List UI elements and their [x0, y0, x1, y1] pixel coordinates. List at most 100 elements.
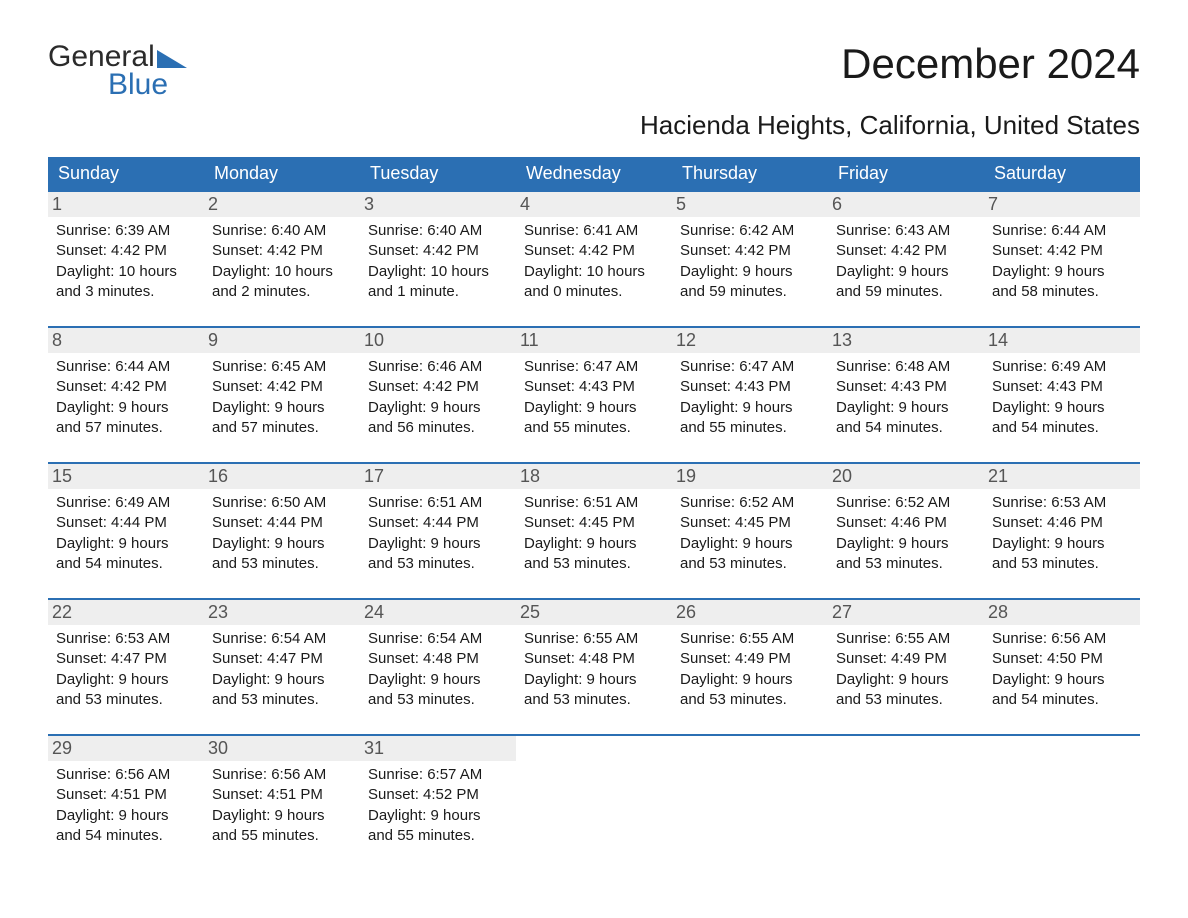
daylight-text: Daylight: 9 hours and 53 minutes. [212, 534, 352, 575]
day-header: Tuesday [360, 157, 516, 190]
day-info: Sunrise: 6:54 AMSunset: 4:48 PMDaylight:… [368, 629, 508, 710]
daylight-text: Daylight: 9 hours and 54 minutes. [992, 398, 1132, 439]
daylight-text: Daylight: 9 hours and 53 minutes. [680, 534, 820, 575]
day-number: 4 [516, 192, 672, 217]
day-number: 14 [984, 328, 1140, 353]
day-cell: 8Sunrise: 6:44 AMSunset: 4:42 PMDaylight… [48, 328, 204, 450]
sunrise-text: Sunrise: 6:40 AM [212, 221, 352, 241]
sunset-text: Sunset: 4:50 PM [992, 649, 1132, 669]
sunset-text: Sunset: 4:42 PM [836, 241, 976, 261]
day-cell: 19Sunrise: 6:52 AMSunset: 4:45 PMDayligh… [672, 464, 828, 586]
sunrise-text: Sunrise: 6:52 AM [836, 493, 976, 513]
sunrise-text: Sunrise: 6:53 AM [56, 629, 196, 649]
day-number: 10 [360, 328, 516, 353]
day-cell [984, 736, 1140, 858]
month-title: December 2024 [841, 40, 1140, 88]
sunrise-text: Sunrise: 6:51 AM [368, 493, 508, 513]
day-number: 18 [516, 464, 672, 489]
day-info: Sunrise: 6:52 AMSunset: 4:46 PMDaylight:… [836, 493, 976, 574]
sunrise-text: Sunrise: 6:54 AM [212, 629, 352, 649]
day-cell: 22 Sunrise: 6:53 AMSunset: 4:47 PMDayligh… [48, 600, 204, 722]
day-number: 28 [984, 600, 1140, 625]
day-cell: 30Sunrise: 6:56 AMSunset: 4:51 PMDayligh… [204, 736, 360, 858]
daylight-text: Daylight: 9 hours and 55 minutes. [368, 806, 508, 847]
day-info: Sunrise: 6:53 AMSunset: 4:46 PMDaylight:… [992, 493, 1132, 574]
empty-day [672, 736, 828, 760]
sunset-text: Sunset: 4:47 PM [56, 649, 196, 669]
sunset-text: Sunset: 4:44 PM [368, 513, 508, 533]
sunrise-text: Sunrise: 6:51 AM [524, 493, 664, 513]
day-header-row: SundayMondayTuesdayWednesdayThursdayFrid… [48, 157, 1140, 190]
daylight-text: Daylight: 9 hours and 53 minutes. [836, 534, 976, 575]
day-cell: 17Sunrise: 6:51 AMSunset: 4:44 PMDayligh… [360, 464, 516, 586]
sunset-text: Sunset: 4:43 PM [992, 377, 1132, 397]
sunrise-text: Sunrise: 6:52 AM [680, 493, 820, 513]
day-header: Monday [204, 157, 360, 190]
sunrise-text: Sunrise: 6:55 AM [836, 629, 976, 649]
sunset-text: Sunset: 4:46 PM [992, 513, 1132, 533]
day-info: Sunrise: 6:50 AMSunset: 4:44 PMDaylight:… [212, 493, 352, 574]
sunrise-text: Sunrise: 6:40 AM [368, 221, 508, 241]
sunset-text: Sunset: 4:47 PM [212, 649, 352, 669]
day-number: 22 [48, 600, 204, 625]
day-cell: 15 Sunrise: 6:49 AMSunset: 4:44 PMDayligh… [48, 464, 204, 586]
sunset-text: Sunset: 4:45 PM [680, 513, 820, 533]
daylight-text: Daylight: 9 hours and 53 minutes. [56, 670, 196, 711]
sunset-text: Sunset: 4:42 PM [368, 241, 508, 261]
sunset-text: Sunset: 4:48 PM [368, 649, 508, 669]
day-number: 15 [48, 464, 204, 489]
day-info: Sunrise: 6:48 AMSunset: 4:43 PMDaylight:… [836, 357, 976, 438]
sunset-text: Sunset: 4:44 PM [56, 513, 196, 533]
sunset-text: Sunset: 4:42 PM [56, 377, 196, 397]
day-cell: 1Sunrise: 6:39 AMSunset: 4:42 PMDaylight… [48, 192, 204, 314]
sunrise-text: Sunrise: 6:49 AM [992, 357, 1132, 377]
sunset-text: Sunset: 4:48 PM [524, 649, 664, 669]
sunrise-text: Sunrise: 6:50 AM [212, 493, 352, 513]
day-number: 27 [828, 600, 984, 625]
day-number: 1 [48, 192, 204, 217]
sunset-text: Sunset: 4:42 PM [368, 377, 508, 397]
day-cell: 18Sunrise: 6:51 AMSunset: 4:45 PMDayligh… [516, 464, 672, 586]
day-cell: 16Sunrise: 6:50 AMSunset: 4:44 PMDayligh… [204, 464, 360, 586]
day-info: Sunrise: 6:49 AMSunset: 4:44 PMDaylight:… [56, 493, 196, 574]
week-row: 1Sunrise: 6:39 AMSunset: 4:42 PMDaylight… [48, 190, 1140, 314]
day-info: Sunrise: 6:45 AMSunset: 4:42 PMDaylight:… [212, 357, 352, 438]
day-cell: 28Sunrise: 6:56 AMSunset: 4:50 PMDayligh… [984, 600, 1140, 722]
day-number: 20 [828, 464, 984, 489]
day-info: Sunrise: 6:49 AMSunset: 4:43 PMDaylight:… [992, 357, 1132, 438]
empty-day [828, 736, 984, 760]
sunset-text: Sunset: 4:45 PM [524, 513, 664, 533]
daylight-text: Daylight: 9 hours and 58 minutes. [992, 262, 1132, 303]
day-number: 5 [672, 192, 828, 217]
day-info: Sunrise: 6:55 AMSunset: 4:49 PMDaylight:… [680, 629, 820, 710]
daylight-text: Daylight: 9 hours and 53 minutes. [836, 670, 976, 711]
day-number: 21 [984, 464, 1140, 489]
daylight-text: Daylight: 9 hours and 53 minutes. [212, 670, 352, 711]
sunset-text: Sunset: 4:42 PM [992, 241, 1132, 261]
day-info: Sunrise: 6:53 AMSunset: 4:47 PMDaylight:… [56, 629, 196, 710]
daylight-text: Daylight: 9 hours and 57 minutes. [212, 398, 352, 439]
sunrise-text: Sunrise: 6:45 AM [212, 357, 352, 377]
day-info: Sunrise: 6:46 AMSunset: 4:42 PMDaylight:… [368, 357, 508, 438]
day-cell: 11Sunrise: 6:47 AMSunset: 4:43 PMDayligh… [516, 328, 672, 450]
day-cell: 21 Sunrise: 6:53 AMSunset: 4:46 PMDayligh… [984, 464, 1140, 586]
sunset-text: Sunset: 4:43 PM [836, 377, 976, 397]
day-number: 26 [672, 600, 828, 625]
sunset-text: Sunset: 4:49 PM [680, 649, 820, 669]
sunset-text: Sunset: 4:42 PM [56, 241, 196, 261]
daylight-text: Daylight: 10 hours and 1 minute. [368, 262, 508, 303]
day-number: 6 [828, 192, 984, 217]
daylight-text: Daylight: 10 hours and 2 minutes. [212, 262, 352, 303]
day-cell: 23Sunrise: 6:54 AMSunset: 4:47 PMDayligh… [204, 600, 360, 722]
daylight-text: Daylight: 9 hours and 54 minutes. [836, 398, 976, 439]
day-number: 11 [516, 328, 672, 353]
sunset-text: Sunset: 4:44 PM [212, 513, 352, 533]
day-header: Friday [828, 157, 984, 190]
daylight-text: Daylight: 10 hours and 3 minutes. [56, 262, 196, 303]
day-info: Sunrise: 6:52 AMSunset: 4:45 PMDaylight:… [680, 493, 820, 574]
sunrise-text: Sunrise: 6:57 AM [368, 765, 508, 785]
daylight-text: Daylight: 9 hours and 57 minutes. [56, 398, 196, 439]
sunrise-text: Sunrise: 6:56 AM [56, 765, 196, 785]
daylight-text: Daylight: 9 hours and 59 minutes. [680, 262, 820, 303]
empty-day [984, 736, 1140, 760]
